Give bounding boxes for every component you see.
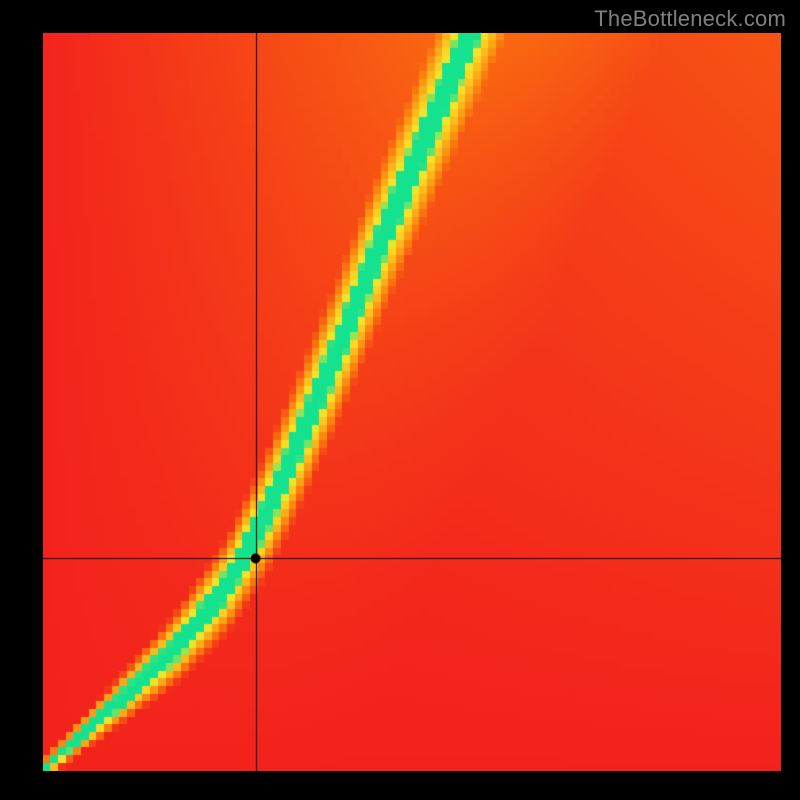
watermark-text: TheBottleneck.com	[594, 6, 786, 32]
root-container: TheBottleneck.com	[0, 0, 800, 800]
bottleneck-heatmap	[43, 33, 781, 771]
